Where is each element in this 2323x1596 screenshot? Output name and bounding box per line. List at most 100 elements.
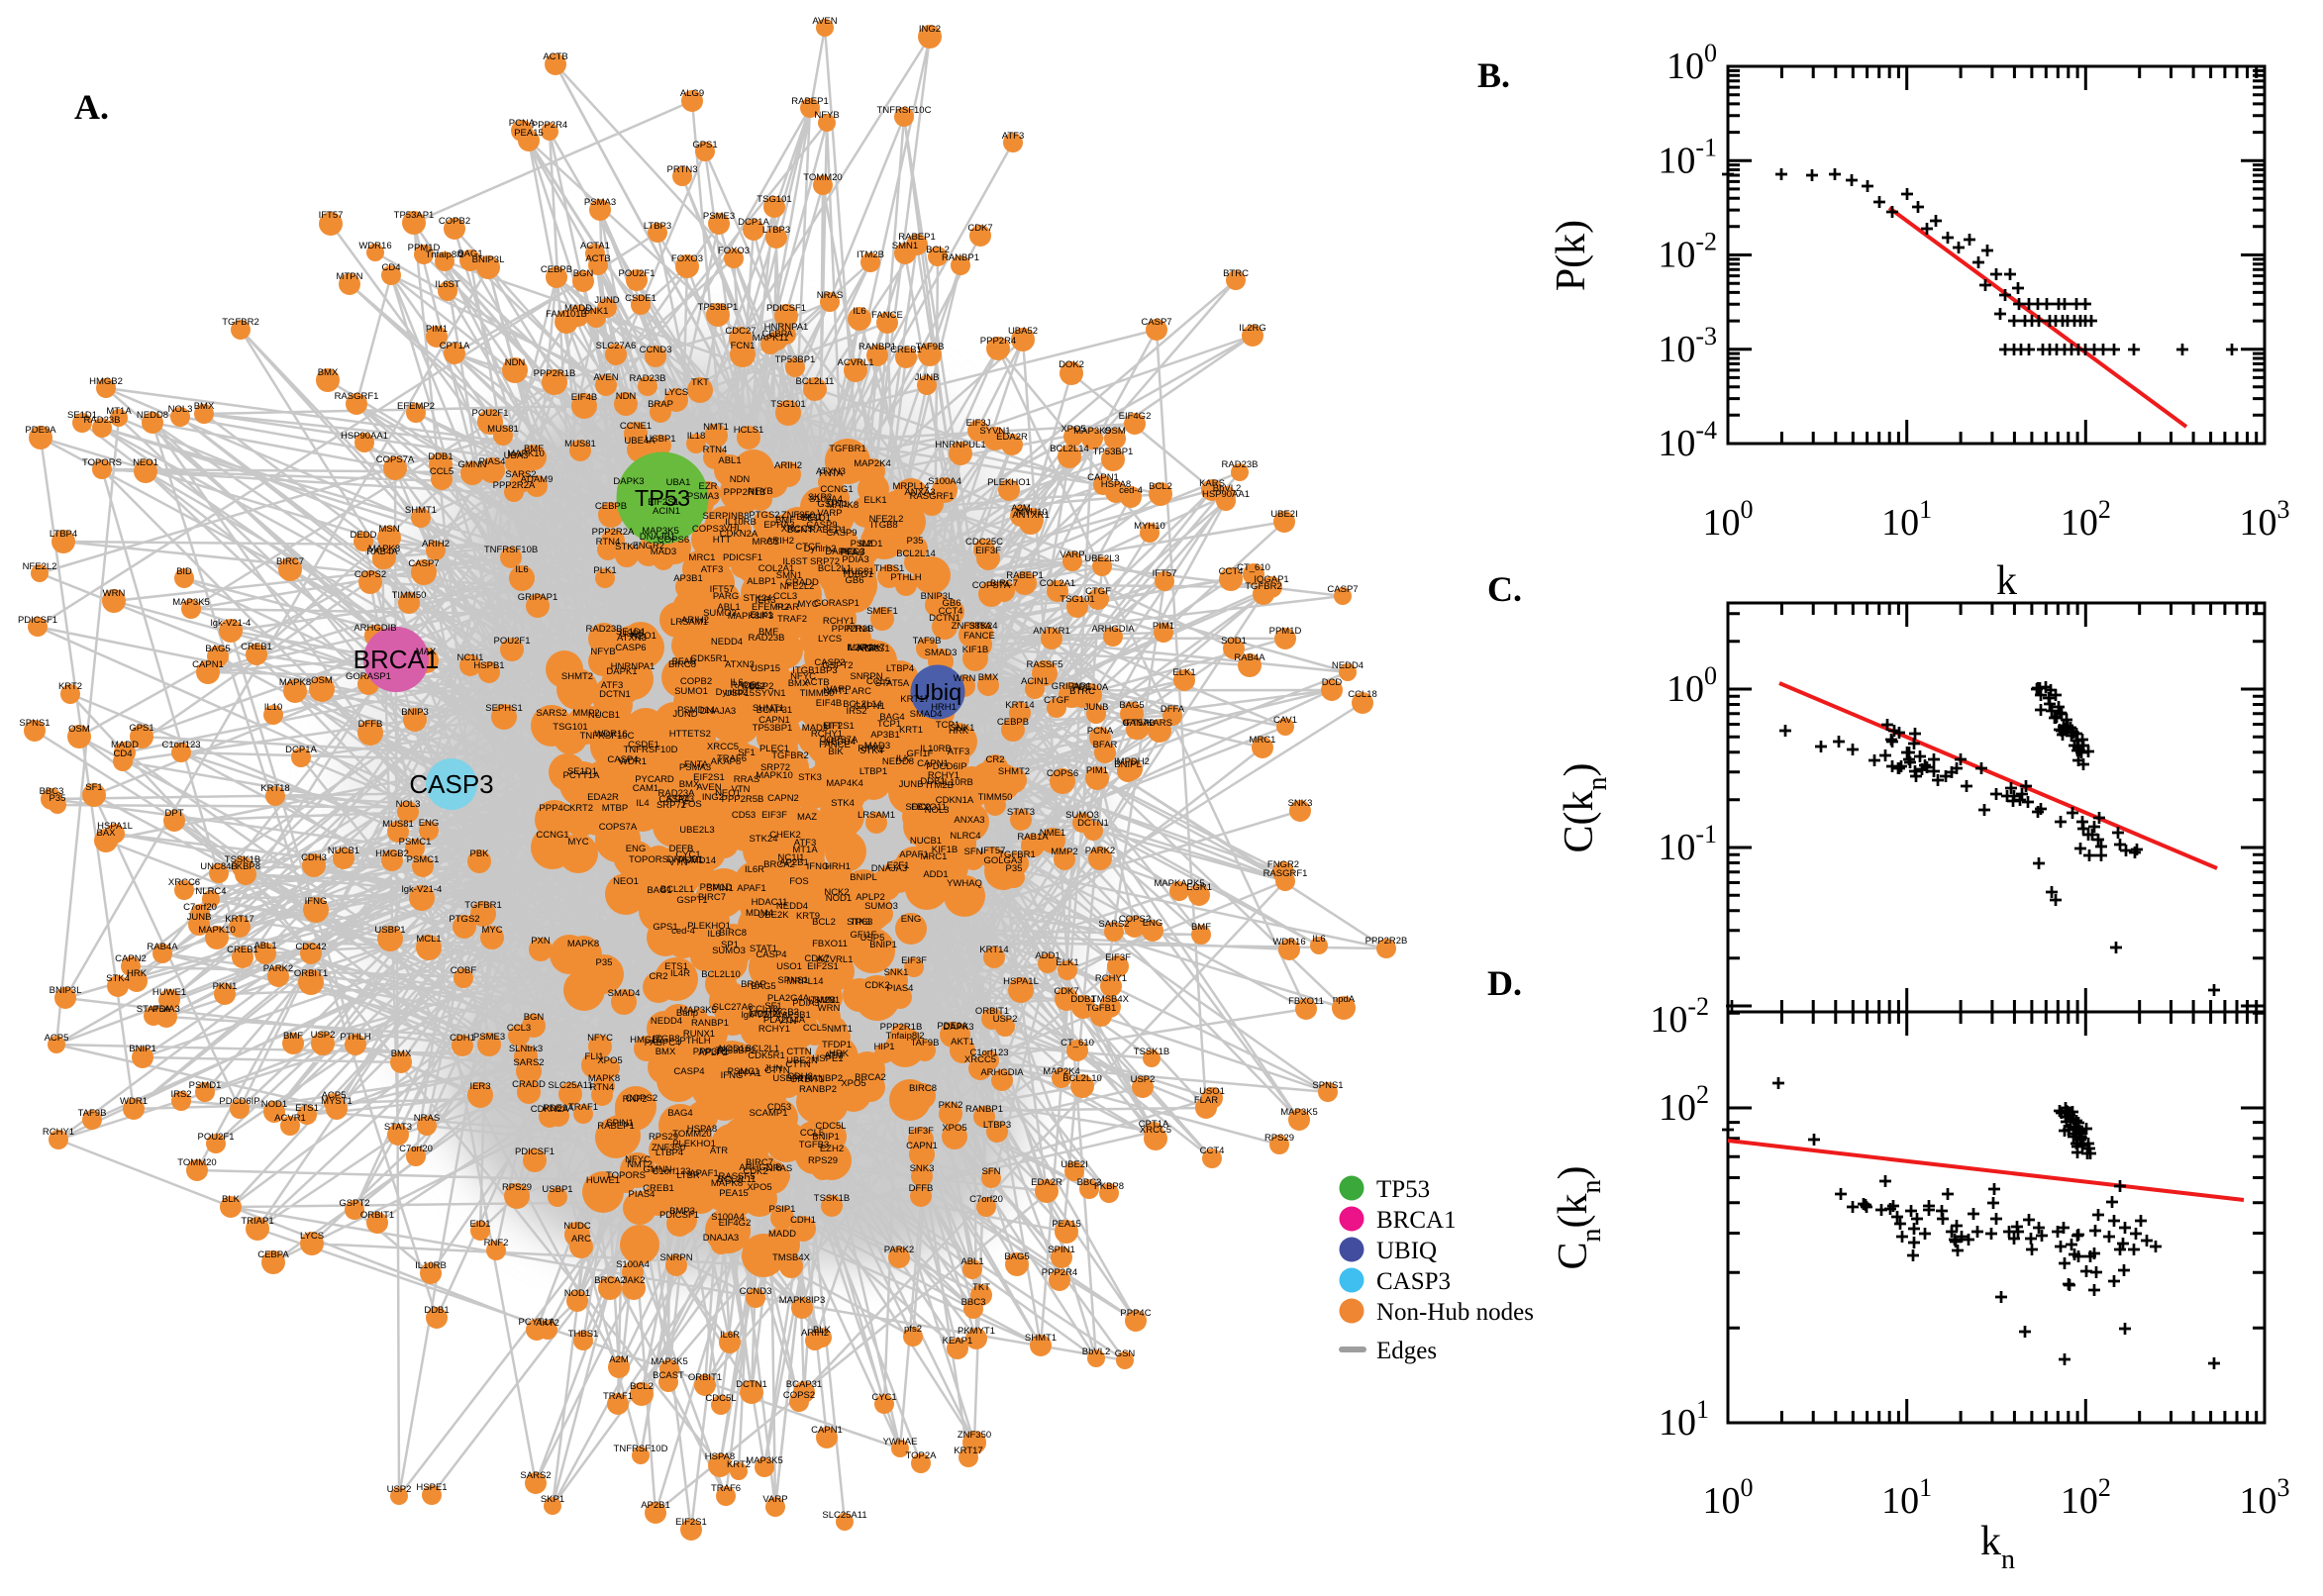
svg-text:MAPK11: MAPK11 [753,333,789,344]
svg-text:SUMO3: SUMO3 [712,946,746,956]
svg-text:MAD3: MAD3 [802,723,828,734]
svg-text:ITGB8: ITGB8 [870,520,897,531]
svg-text:LRSAM1: LRSAM1 [670,617,708,628]
svg-text:GORASP1: GORASP1 [346,671,391,682]
svg-text:SMAD4: SMAD4 [910,709,943,720]
svg-text:LTBP3: LTBP3 [983,1120,1011,1131]
svg-text:HRH1: HRH1 [931,702,957,713]
svg-text:BNIPL: BNIPL [1114,759,1141,770]
svg-text:MUS81: MUS81 [382,819,414,830]
svg-text:NEDD4: NEDD4 [824,737,856,748]
svg-text:PIAS4: PIAS4 [479,456,506,467]
svg-text:EZR: EZR [699,481,718,492]
svg-text:CSDE1: CSDE1 [628,740,659,750]
svg-text:BBC3: BBC3 [40,786,64,797]
svg-text:TMSB4X: TMSB4X [772,1252,811,1263]
svg-text:ATF3: ATF3 [701,564,724,575]
svg-text:BAG4: BAG4 [667,1108,692,1119]
svg-text:RTN4: RTN4 [590,1082,615,1093]
svg-text:DFFB: DFFB [358,719,383,730]
svg-text:RASSF5: RASSF5 [719,1171,756,1182]
svg-text:CDK7: CDK7 [804,953,829,964]
svg-text:MDM4: MDM4 [746,908,773,919]
svg-text:COPS7A: COPS7A [972,580,1011,591]
svg-text:TMSB4X: TMSB4X [1091,994,1130,1005]
svg-text:COPS7A: COPS7A [599,822,638,833]
svg-text:HTT: HTT [713,535,732,546]
svg-text:USP15: USP15 [725,688,755,699]
svg-text:EIF3J: EIF3J [966,418,991,429]
svg-text:NEDD4: NEDD4 [1332,660,1364,671]
svg-text:ITGB1BP3: ITGB1BP3 [792,665,837,676]
svg-text:USO1: USO1 [1199,1086,1225,1097]
svg-text:COPS6: COPS6 [1047,768,1078,779]
svg-text:SARS2: SARS2 [1098,919,1129,930]
svg-text:NCK2: NCK2 [824,887,849,898]
svg-text:AP2B1: AP2B1 [641,1500,670,1511]
svg-text:RIPK2: RIPK2 [858,744,884,754]
svg-text:PSMA3: PSMA3 [584,197,616,208]
svg-text:NUDC: NUDC [563,1221,591,1232]
svg-text:KRT14: KRT14 [1005,700,1034,711]
svg-text:ENG: ENG [1143,918,1163,929]
svg-text:SHMT1: SHMT1 [1025,1333,1057,1344]
svg-text:PDICSF1: PDICSF1 [659,1210,699,1221]
svg-text:NEO1: NEO1 [631,631,656,642]
svg-text:PIM1: PIM1 [426,324,448,335]
svg-text:FOXO3: FOXO3 [671,253,703,264]
svg-text:Non-Hub nodes: Non-Hub nodes [1376,1299,1534,1326]
svg-text:CASP4: CASP4 [673,1066,704,1077]
svg-text:TNFRSF10D: TNFRSF10D [614,1444,668,1454]
svg-text:CDKN1A: CDKN1A [936,795,974,806]
svg-text:KIF1B: KIF1B [932,845,958,855]
svg-text:IFT57: IFT57 [710,584,735,595]
svg-text:C.: C. [1487,569,1522,609]
svg-text:RPS29: RPS29 [1264,1133,1294,1144]
svg-text:UBE2I: UBE2I [1060,1159,1087,1170]
svg-text:ELK1: ELK1 [863,495,886,506]
svg-text:HSPA8: HSPA8 [687,1124,717,1135]
svg-text:IL10RB: IL10RB [725,517,757,528]
svg-text:HSPA8: HSPA8 [1101,479,1131,490]
svg-text:BAG5: BAG5 [1004,1251,1029,1262]
svg-text:SMN1: SMN1 [814,995,840,1006]
svg-text:SHMT2: SHMT2 [998,766,1030,777]
svg-text:BCL2L1: BCL2L1 [660,884,694,895]
svg-text:COBF: COBF [451,965,477,976]
svg-text:CR2: CR2 [649,971,667,982]
svg-text:MADD: MADD [564,303,592,314]
svg-text:ETS1: ETS1 [295,1103,319,1114]
svg-text:DFFB: DFFB [669,844,694,854]
svg-text:RCHY1: RCHY1 [823,616,855,627]
svg-text:MYC: MYC [481,925,502,936]
svg-text:PPP2R5B: PPP2R5B [722,794,764,805]
svg-text:EFEMP2: EFEMP2 [397,401,435,412]
svg-text:CCNG1: CCNG1 [536,830,568,841]
svg-text:GFI1F: GFI1F [851,930,877,941]
svg-text:ARIH2: ARIH2 [766,536,794,547]
svg-text:BRCA1: BRCA1 [354,645,440,674]
svg-text:KRT2: KRT2 [58,681,82,692]
svg-text:EIF4B: EIF4B [816,698,842,709]
svg-text:CRADD: CRADD [785,577,819,588]
svg-text:MTBP: MTBP [602,803,628,814]
svg-text:EGR1: EGR1 [1186,882,1212,893]
svg-text:HMGB2: HMGB2 [765,1007,799,1018]
svg-text:SHMT1: SHMT1 [405,505,437,516]
svg-text:COPS7A: COPS7A [820,735,858,746]
svg-text:XPO5: XPO5 [747,1182,771,1193]
svg-text:10-3: 10-3 [1658,322,1717,370]
svg-text:CDK2: CDK2 [864,980,889,991]
svg-text:MDM2: MDM2 [750,1009,777,1020]
svg-text:LTBP3: LTBP3 [762,225,790,236]
svg-text:PLEC1: PLEC1 [759,744,789,754]
svg-text:FBXO11: FBXO11 [1288,996,1324,1007]
svg-text:KRT17: KRT17 [954,1446,982,1456]
svg-text:WDR1: WDR1 [619,756,647,767]
svg-text:DAPK3: DAPK3 [943,1022,973,1033]
svg-text:HSP90AA1: HSP90AA1 [1202,489,1250,500]
svg-text:WRN: WRN [103,588,126,599]
svg-text:IRS2: IRS2 [170,1089,191,1100]
svg-text:RANBP1: RANBP1 [942,252,979,263]
svg-text:BCL2L14: BCL2L14 [1050,444,1089,454]
